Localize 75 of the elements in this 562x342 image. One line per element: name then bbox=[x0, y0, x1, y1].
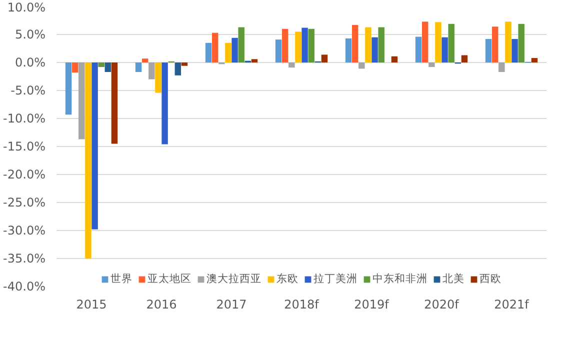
bar bbox=[174, 62, 182, 76]
bar bbox=[98, 62, 104, 67]
bar bbox=[148, 62, 155, 80]
bar bbox=[251, 59, 258, 62]
bar bbox=[391, 56, 398, 62]
bar bbox=[512, 38, 518, 62]
y-tick-label: 0.0% bbox=[15, 56, 46, 70]
x-tick-label: 2016 bbox=[146, 298, 177, 312]
bar bbox=[288, 62, 295, 68]
bar bbox=[181, 62, 188, 66]
bar bbox=[135, 62, 142, 72]
y-tick-label: -20.0% bbox=[3, 168, 46, 182]
y-tick-label: 10.0% bbox=[7, 0, 46, 14]
bar bbox=[238, 27, 244, 62]
bar bbox=[72, 62, 78, 73]
legend-label: 亚太地区 bbox=[148, 272, 192, 286]
x-tick-label: 2017 bbox=[216, 298, 247, 312]
bar bbox=[321, 54, 328, 62]
bar bbox=[142, 58, 148, 62]
bar bbox=[485, 38, 492, 62]
bar bbox=[92, 62, 98, 230]
bar bbox=[518, 24, 524, 62]
legend-label: 澳大拉西亚 bbox=[206, 272, 262, 286]
bar bbox=[65, 62, 72, 115]
legend-label: 拉丁美洲 bbox=[314, 272, 358, 286]
legend-label: 西欧 bbox=[480, 272, 502, 286]
bar bbox=[365, 27, 372, 62]
bar bbox=[155, 62, 162, 93]
bar bbox=[378, 27, 384, 62]
bar bbox=[358, 62, 365, 69]
bar bbox=[104, 62, 112, 72]
y-tick-label: -15.0% bbox=[3, 140, 46, 154]
bar bbox=[308, 28, 314, 62]
y-tick-label: -30.0% bbox=[3, 224, 46, 238]
legend-label: 东欧 bbox=[276, 272, 298, 286]
bar bbox=[428, 62, 435, 67]
bar bbox=[85, 62, 92, 258]
bar bbox=[282, 28, 288, 62]
legend-label: 中东和非洲 bbox=[372, 272, 428, 286]
bar bbox=[448, 24, 454, 62]
y-tick-label: -40.0% bbox=[3, 280, 46, 294]
bar bbox=[415, 36, 422, 62]
x-tick-label: 2018f bbox=[284, 298, 320, 312]
bar bbox=[111, 62, 118, 144]
legend-label: 北美 bbox=[442, 272, 464, 286]
x-tick-label: 2015 bbox=[76, 298, 107, 312]
x-tick-label: 2019f bbox=[354, 298, 390, 312]
bar bbox=[225, 42, 232, 62]
bar bbox=[461, 55, 468, 62]
bar bbox=[212, 32, 218, 62]
bar bbox=[345, 38, 352, 62]
bar bbox=[205, 42, 212, 62]
bar bbox=[352, 24, 358, 62]
bar bbox=[372, 37, 378, 62]
bar bbox=[492, 26, 498, 62]
bar bbox=[435, 22, 442, 62]
bar bbox=[232, 38, 238, 62]
bar bbox=[442, 37, 448, 62]
bar bbox=[505, 22, 512, 62]
bar bbox=[302, 28, 308, 62]
y-tick-label: -35.0% bbox=[3, 252, 46, 266]
bar bbox=[295, 32, 302, 62]
y-tick-label: 5.0% bbox=[15, 28, 46, 42]
bar bbox=[498, 62, 505, 72]
y-tick-label: -25.0% bbox=[3, 196, 46, 210]
legend-label: 世界 bbox=[110, 272, 132, 286]
x-tick-label: 2020f bbox=[424, 298, 460, 312]
bar bbox=[531, 58, 538, 62]
x-tick-label: 2021f bbox=[494, 298, 530, 312]
bar bbox=[78, 62, 85, 140]
bar bbox=[162, 62, 168, 144]
y-tick-label: -5.0% bbox=[10, 84, 46, 98]
bar bbox=[275, 40, 282, 62]
bar bbox=[422, 22, 428, 62]
y-tick-label: -10.0% bbox=[3, 112, 46, 126]
